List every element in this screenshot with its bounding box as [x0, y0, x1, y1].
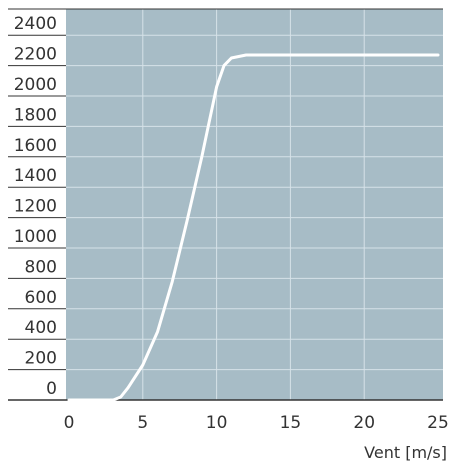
y-tick-label: 200	[25, 349, 57, 369]
x-tick-label: 20	[353, 413, 375, 433]
series-line	[67, 53, 440, 402]
y-tick-label: 1200	[14, 197, 57, 217]
y-tick-label: 1000	[14, 227, 57, 247]
y-tick-label: 800	[25, 257, 57, 277]
y-tick-label: 600	[25, 288, 57, 308]
grid-lines	[66, 9, 443, 400]
y-tick-label: 2400	[14, 14, 57, 34]
x-tick-label: 15	[280, 413, 302, 433]
x-tick-label: 5	[137, 413, 148, 433]
x-tick-label: 25	[427, 413, 449, 433]
y-tick-labels: 0 200 400 600 800 1000 1200 1400 1600 1800 2000 220…	[14, 14, 57, 399]
y-tick-label: 1400	[14, 166, 57, 186]
y-tick-label: 2200	[14, 45, 57, 65]
plot-area-background	[66, 9, 443, 400]
x-tick-labels: 0 5 10 15 20 25	[64, 413, 449, 433]
y-tick-label: 1800	[14, 105, 57, 125]
x-tick-label: 10	[206, 413, 228, 433]
y-tick-label: 1600	[14, 136, 57, 156]
y-tick-label: 0	[46, 379, 57, 399]
x-axis-title: Vent [m/s]	[364, 443, 447, 462]
y-tick-label: 2000	[14, 75, 57, 95]
y-tick-label: 400	[25, 318, 57, 338]
x-tick-label: 0	[64, 413, 75, 433]
